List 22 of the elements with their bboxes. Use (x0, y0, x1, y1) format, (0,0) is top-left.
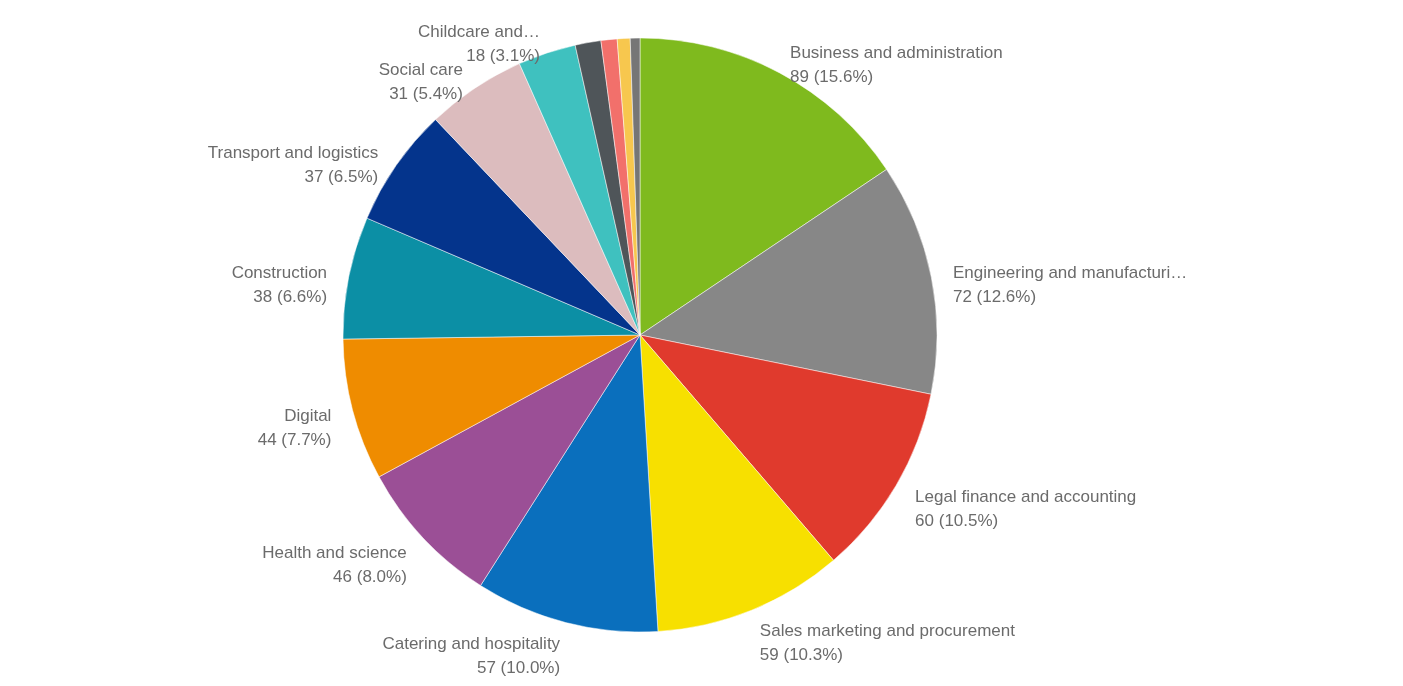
slice-label: Health and science (262, 542, 407, 562)
data-label: 46 (8.0%) (333, 566, 407, 586)
data-label: 44 (7.7%) (257, 429, 332, 449)
slice-label: Transport and logistics (207, 142, 379, 162)
slice-label: Engineering and manufacturi… (952, 263, 1188, 283)
data-label: 18 (3.1%) (466, 46, 540, 66)
slice-label: Social care (378, 59, 463, 79)
slice-label: Construction (231, 263, 328, 283)
slice-label: Digital (284, 405, 332, 425)
slice-label: Legal finance and accounting (915, 486, 1137, 506)
slice-label: Sales marketing and procurement (759, 620, 1016, 640)
data-label: 60 (10.5%) (915, 510, 999, 530)
data-label: 72 (12.6%) (952, 287, 1037, 307)
slice-label: Business and administration (790, 43, 1003, 63)
data-label: 89 (15.6%) (790, 67, 874, 87)
data-label: 37 (6.5%) (304, 166, 379, 186)
data-label: 59 (10.3%) (759, 644, 844, 664)
slice-label: Childcare and… (418, 22, 540, 42)
data-label: 31 (5.4%) (389, 83, 463, 103)
data-label: 38 (6.6%) (253, 287, 328, 307)
data-label: 57 (10.0%) (476, 657, 561, 677)
slice-label: Catering and hospitality (382, 633, 561, 653)
